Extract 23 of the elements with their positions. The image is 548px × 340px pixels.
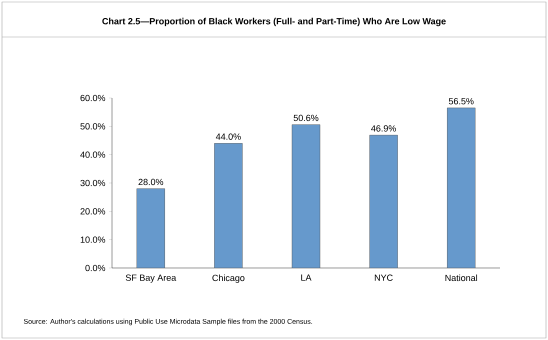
y-tick-label: 10.0% bbox=[80, 236, 106, 243]
data-label: 44.0% bbox=[216, 133, 241, 140]
x-tick-label: SF Bay Area bbox=[126, 274, 176, 283]
y-tick-label: 60.0% bbox=[80, 94, 106, 102]
bar bbox=[214, 143, 243, 268]
y-tick-label: 50.0% bbox=[80, 123, 106, 130]
x-tick-label: LA bbox=[301, 274, 312, 281]
bar bbox=[447, 108, 476, 268]
x-tick-label: National bbox=[445, 274, 478, 282]
bar bbox=[369, 134, 398, 268]
bar bbox=[136, 188, 165, 268]
x-tick-label: NYC bbox=[374, 274, 393, 281]
y-tick-label: 0.0% bbox=[85, 264, 106, 272]
data-label: 28.0% bbox=[138, 178, 164, 186]
y-tick-label: 20.0% bbox=[80, 208, 106, 215]
data-label: 56.5% bbox=[448, 98, 474, 104]
chart-title: Chart 2.5—Proportion of Black Workers (Full- and Part-Time) Who Are Low Wage bbox=[102, 18, 446, 26]
y-tick-label: 30.0% bbox=[80, 180, 106, 186]
x-tick-label: Chicago bbox=[212, 274, 244, 283]
bar bbox=[292, 124, 320, 268]
data-label: 46.9% bbox=[371, 125, 396, 132]
data-label: 50.6% bbox=[294, 114, 318, 122]
y-tick-label: 40.0% bbox=[80, 151, 106, 158]
